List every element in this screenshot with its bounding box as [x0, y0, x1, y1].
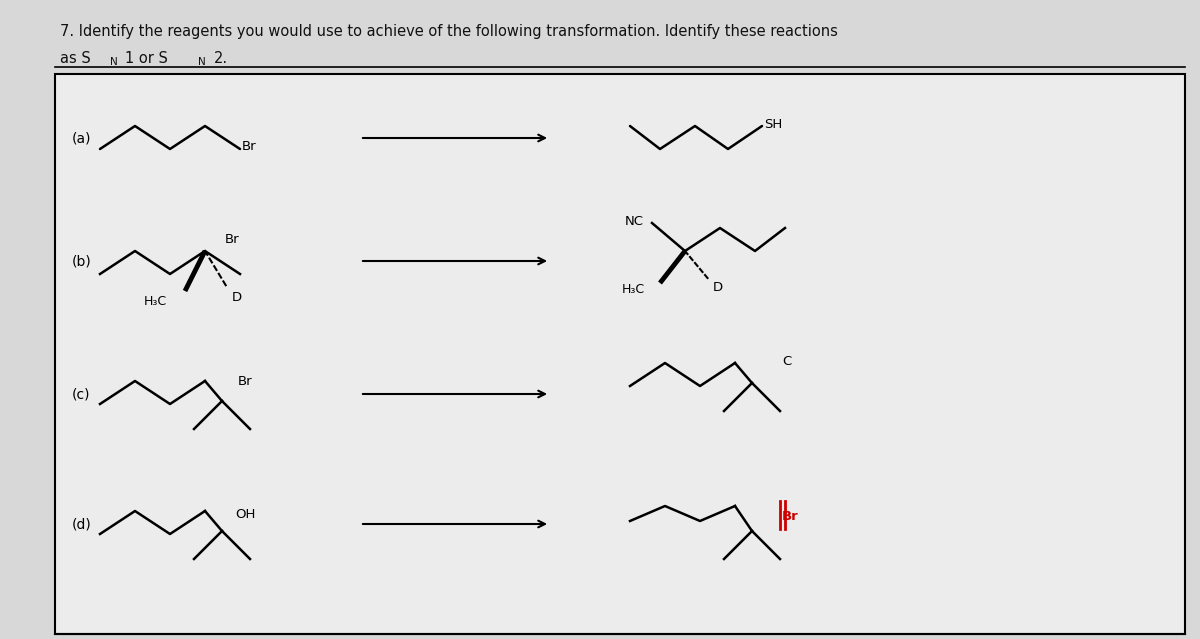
Text: H₃C: H₃C — [144, 295, 167, 307]
Text: 2.: 2. — [214, 51, 228, 66]
Text: Br: Br — [226, 233, 240, 245]
Text: 7. Identify the reagents you would use to achieve of the following transformatio: 7. Identify the reagents you would use t… — [60, 24, 838, 39]
Text: C: C — [782, 355, 791, 367]
FancyBboxPatch shape — [55, 74, 1186, 634]
Text: N: N — [110, 57, 118, 67]
Text: D: D — [232, 291, 242, 304]
Text: (b): (b) — [72, 254, 91, 268]
Text: Br: Br — [242, 139, 257, 153]
Text: NC: NC — [625, 215, 644, 227]
Text: (c): (c) — [72, 387, 90, 401]
Text: OH: OH — [235, 507, 256, 521]
Text: as S: as S — [60, 51, 91, 66]
Text: SH: SH — [764, 118, 782, 130]
Text: (a): (a) — [72, 131, 91, 145]
Text: N: N — [198, 57, 205, 67]
Text: D: D — [713, 281, 724, 293]
Text: Br: Br — [238, 374, 253, 387]
Text: (d): (d) — [72, 517, 91, 531]
Text: H₃C: H₃C — [622, 282, 644, 295]
Text: Br: Br — [782, 511, 799, 523]
Text: 1 or S: 1 or S — [125, 51, 168, 66]
